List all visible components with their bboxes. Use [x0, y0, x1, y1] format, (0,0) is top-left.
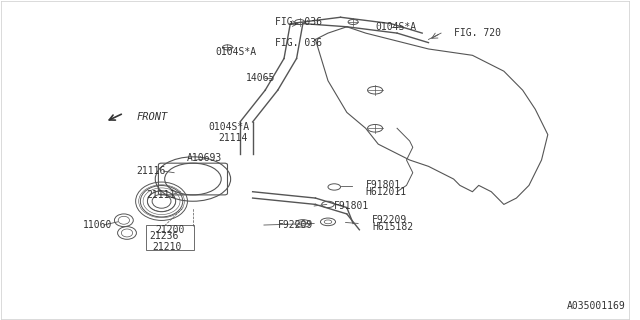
Text: F91801: F91801 — [334, 201, 369, 211]
Text: F92209: F92209 — [372, 215, 407, 225]
Text: 21114: 21114 — [218, 133, 248, 143]
Text: 21111: 21111 — [146, 190, 175, 200]
Text: 21116: 21116 — [136, 166, 166, 176]
Text: A035001169: A035001169 — [566, 301, 625, 311]
Text: 21200: 21200 — [156, 225, 185, 235]
Text: FIG. 036: FIG. 036 — [275, 17, 322, 27]
Text: H612011: H612011 — [365, 187, 407, 197]
Text: FRONT: FRONT — [136, 112, 168, 122]
Text: A10693: A10693 — [187, 153, 222, 164]
Text: FIG. 036: FIG. 036 — [275, 38, 322, 48]
Text: F92209: F92209 — [278, 220, 313, 230]
Text: FIG. 720: FIG. 720 — [454, 28, 500, 38]
Text: F91801: F91801 — [365, 180, 401, 190]
Text: 0104S*A: 0104S*A — [209, 122, 250, 132]
Text: 0104S*A: 0104S*A — [215, 47, 256, 57]
Text: 21236: 21236 — [149, 231, 179, 241]
Text: 14065: 14065 — [246, 73, 276, 83]
Text: 11060: 11060 — [83, 220, 113, 230]
Text: 0104S*A: 0104S*A — [375, 22, 416, 32]
Text: H615182: H615182 — [372, 222, 413, 232]
Text: 21210: 21210 — [152, 242, 182, 252]
